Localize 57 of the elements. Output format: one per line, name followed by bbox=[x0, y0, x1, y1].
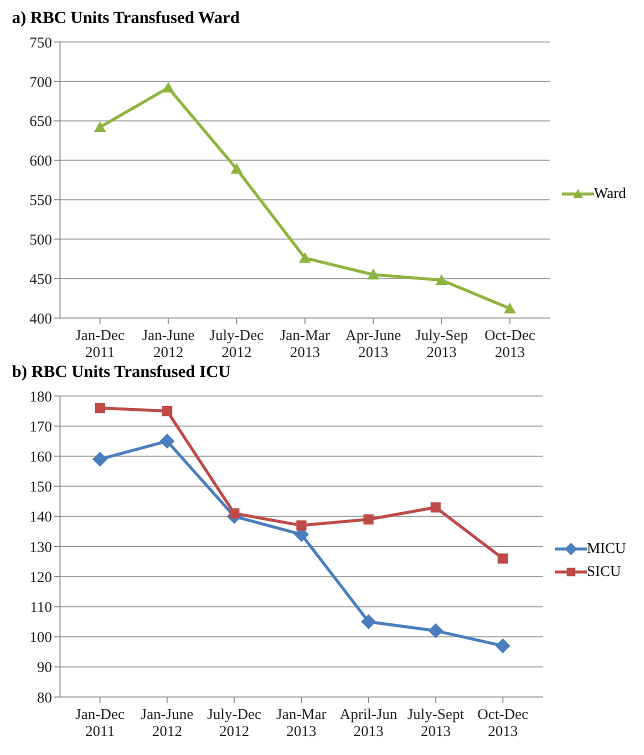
point bbox=[428, 623, 444, 638]
point bbox=[230, 162, 243, 174]
point bbox=[94, 121, 106, 132]
y-tick-label: 500 bbox=[30, 232, 52, 248]
point bbox=[92, 452, 108, 467]
x-tick-label: Jan-Dec 2011 bbox=[75, 707, 125, 740]
y-tick-label: 120 bbox=[30, 570, 52, 586]
x-tick-label: Jan-June 2012 bbox=[142, 328, 195, 361]
point bbox=[504, 302, 516, 314]
y-tick-label: 180 bbox=[30, 389, 52, 406]
y-tick-label: 700 bbox=[30, 74, 52, 91]
y-tick-label: 90 bbox=[37, 660, 52, 676]
x-tick-label: Jan-Mar 2013 bbox=[280, 328, 330, 361]
x-tick-label: July-Sep 2013 bbox=[415, 328, 468, 361]
y-tick-label: 750 bbox=[30, 35, 52, 52]
y-tick-label: 650 bbox=[30, 114, 52, 130]
y-tick-label: 130 bbox=[30, 540, 52, 556]
x-tick-label: Jan-Dec 2011 bbox=[75, 328, 125, 361]
point bbox=[229, 508, 240, 518]
y-tick-label: 160 bbox=[30, 450, 52, 466]
chart-title: a) RBC Units Transfused Ward bbox=[12, 8, 241, 28]
y-tick-label: 110 bbox=[30, 600, 52, 616]
point bbox=[298, 252, 311, 263]
y-tick-label: 80 bbox=[37, 690, 52, 706]
point bbox=[162, 406, 172, 416]
x-tick-label: April-Jun 2013 bbox=[340, 707, 398, 740]
legend-label: MICU bbox=[586, 540, 626, 558]
point bbox=[367, 268, 380, 280]
chart-title: b) RBC Units Transfused ICU bbox=[12, 362, 232, 382]
point bbox=[361, 614, 376, 630]
legend-label: SICU bbox=[586, 564, 622, 580]
point bbox=[430, 502, 441, 512]
point bbox=[296, 520, 307, 531]
y-tick-label: 600 bbox=[30, 154, 52, 170]
y-tick-label: 450 bbox=[30, 272, 52, 288]
x-tick-label: July-Dec 2012 bbox=[210, 328, 264, 361]
point bbox=[363, 514, 374, 525]
point bbox=[94, 402, 106, 414]
point bbox=[495, 638, 510, 654]
x-tick-label: Jan-Mar 2013 bbox=[276, 707, 326, 740]
x-tick-label: July-Dec 2012 bbox=[207, 707, 262, 740]
y-tick-label: 100 bbox=[30, 630, 52, 646]
x-tick-label: Jan-June 2012 bbox=[140, 707, 194, 740]
point bbox=[160, 434, 175, 449]
point bbox=[436, 274, 448, 285]
y-tick-label: 150 bbox=[30, 480, 52, 496]
x-tick-label: Apr-June 2013 bbox=[345, 328, 402, 361]
y-tick-label: 170 bbox=[30, 419, 52, 436]
point bbox=[498, 553, 508, 564]
legend-label: Ward bbox=[594, 186, 626, 202]
x-tick-label: Oct-Dec 2013 bbox=[484, 328, 536, 361]
y-tick-label: 140 bbox=[30, 510, 52, 526]
y-tick-label: 550 bbox=[30, 193, 52, 210]
x-tick-label: Oct-Dec 2013 bbox=[477, 707, 529, 740]
x-tick-label: July-Sept 2013 bbox=[407, 707, 465, 740]
y-tick-label: 400 bbox=[30, 311, 52, 328]
point bbox=[162, 82, 174, 93]
